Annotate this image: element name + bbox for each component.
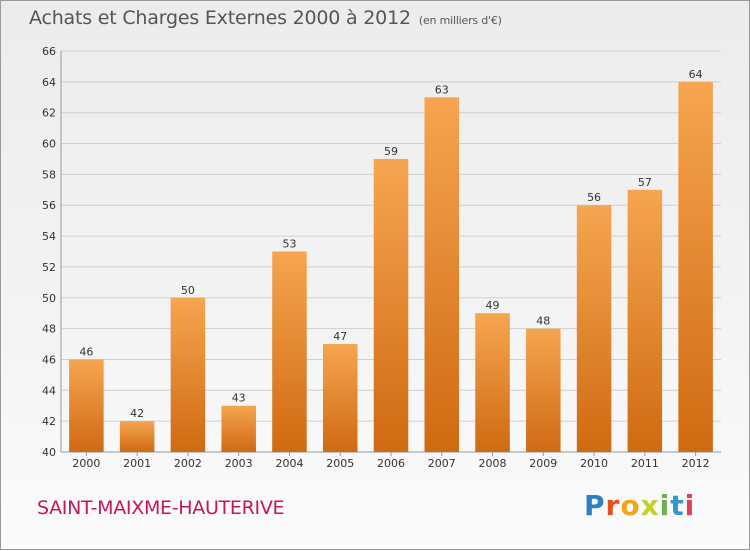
x-tick-label: 2012 (682, 457, 710, 470)
logo-letter: t (670, 489, 685, 522)
x-tick-label: 2011 (631, 457, 659, 470)
x-tick-label: 2001 (123, 457, 151, 470)
y-tick-label: 50 (42, 292, 56, 305)
bar-2010 (576, 205, 612, 452)
bar-value-label: 57 (638, 176, 652, 189)
y-tick-label: 62 (42, 107, 56, 120)
bar-2006 (373, 158, 409, 452)
y-tick-label: 64 (42, 76, 56, 89)
y-tick-label: 60 (42, 138, 56, 151)
bar-value-label: 43 (232, 392, 246, 405)
x-tick-labels: 2000 2001 2002 2003 2004 2005 2006 2007 2008 2009… (72, 457, 709, 470)
bar-value-label: 47 (333, 330, 347, 343)
bar-2000 (69, 359, 104, 452)
chart-title: Achats et Charges Externes 2000 à 2012 (e… (29, 7, 502, 29)
bar-2001 (119, 421, 155, 452)
bar-2003 (221, 405, 256, 452)
bar-2007 (424, 97, 460, 453)
commune-name: SAINT-MAIXME-HAUTERIVE (37, 497, 285, 519)
x-tick-label: 2005 (326, 457, 354, 470)
bar-value-labels: 46 42 50 43 53 47 59 63 49 48 56 57 64 (79, 68, 702, 420)
bar-2011 (627, 189, 663, 453)
bar-value-label: 49 (486, 299, 500, 312)
x-tick-label: 2010 (580, 457, 608, 470)
bars (69, 81, 713, 453)
bar-value-label: 56 (587, 191, 601, 204)
logo-letter: i (684, 489, 696, 522)
chart-title-text: Achats et Charges Externes 2000 à 2012 (29, 7, 411, 29)
y-tick-label: 40 (42, 446, 56, 459)
x-tick-label: 2004 (275, 457, 303, 470)
x-tick-label: 2006 (377, 457, 405, 470)
proxiti-logo: Proxiti (584, 489, 695, 522)
chart-unit-note: (en milliers d'€) (418, 14, 502, 27)
y-tick-label: 58 (42, 168, 56, 181)
x-tick-label: 2003 (225, 457, 253, 470)
bar-2012 (678, 81, 713, 452)
bar-2009 (526, 328, 561, 452)
y-tick-label: 54 (42, 230, 56, 243)
bar-value-label: 48 (536, 315, 550, 328)
bar-value-label: 53 (282, 238, 296, 251)
x-tick-label: 2008 (479, 457, 507, 470)
bar-value-label: 42 (130, 407, 144, 420)
bar-2004 (272, 251, 307, 452)
logo-letter: P (584, 489, 606, 522)
bar-2002 (170, 297, 206, 452)
bar-value-label: 63 (435, 83, 449, 96)
y-tick-labels: 40 42 44 46 48 50 52 54 56 58 60 62 64 66 (42, 45, 56, 459)
x-tick-label: 2007 (428, 457, 456, 470)
y-tick-label: 48 (42, 323, 56, 336)
x-tick-label: 2000 (72, 457, 100, 470)
bar-value-label: 59 (384, 145, 398, 158)
logo-letter: o (620, 489, 641, 522)
y-tick-label: 66 (42, 45, 56, 58)
y-tick-label: 44 (42, 384, 56, 397)
bar-2008 (475, 313, 510, 452)
logo-letter: x (640, 489, 660, 522)
x-tick-label: 2009 (529, 457, 557, 470)
bar-value-label: 50 (181, 284, 195, 297)
bar-2005 (322, 344, 358, 452)
y-tick-label: 46 (42, 353, 56, 366)
bar-value-label: 64 (689, 68, 703, 81)
y-tick-label: 52 (42, 261, 56, 274)
bar-value-label: 46 (79, 345, 93, 358)
logo-letter: r (605, 489, 621, 522)
y-tick-label: 42 (42, 415, 56, 428)
y-tick-label: 56 (42, 199, 56, 212)
logo-letter: i (659, 489, 671, 522)
x-tick-label: 2002 (174, 457, 202, 470)
